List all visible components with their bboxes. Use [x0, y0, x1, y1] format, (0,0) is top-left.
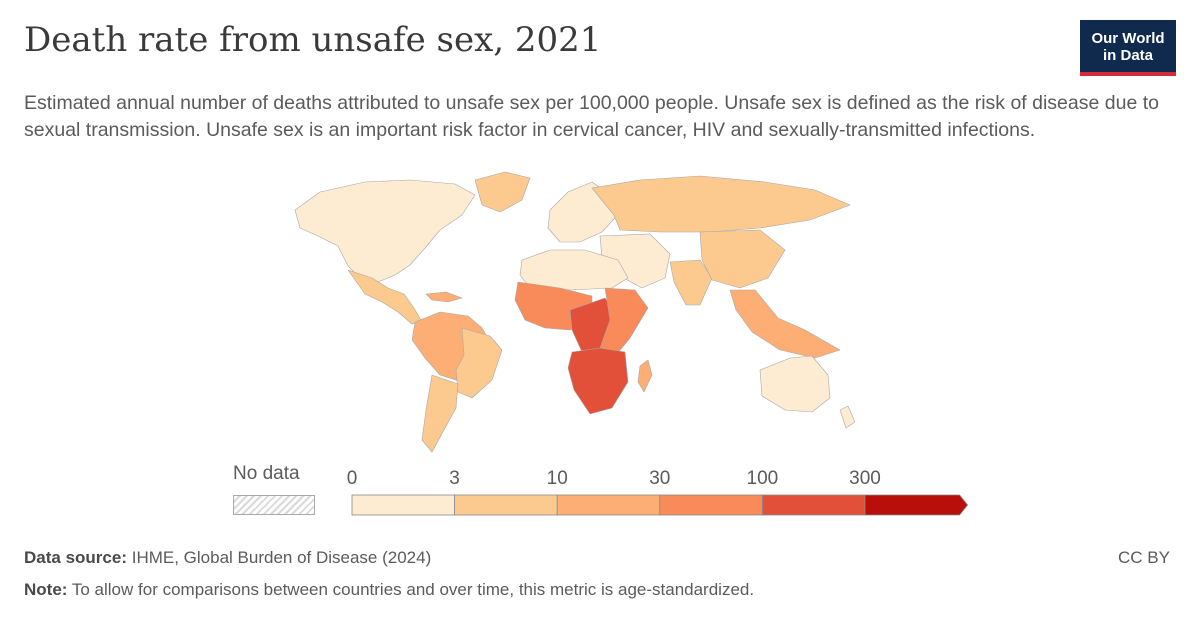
chart-subtitle: Estimated annual number of deaths attrib… [24, 92, 1159, 141]
note-label: Note: [24, 580, 68, 599]
region-east-asia[interactable] [699, 229, 786, 289]
legend-tick-label: 300 [849, 468, 881, 489]
legend-tick-label: 100 [747, 468, 779, 489]
region-southeast-asia[interactable] [729, 289, 841, 359]
legend-bin-1[interactable] [454, 494, 558, 516]
region-greenland[interactable] [474, 171, 531, 213]
chart-title: Death rate from unsafe sex, 2021 [24, 20, 602, 60]
legend-bin-3[interactable] [659, 494, 763, 516]
region-north-america[interactable] [294, 179, 476, 283]
region-new-zealand[interactable] [839, 405, 856, 429]
legend-tick-label: 30 [649, 468, 670, 489]
region-south-asia[interactable] [669, 259, 713, 306]
color-legend: 0 3 10 30 100 300 [347, 468, 969, 516]
region-north-asia[interactable] [591, 175, 851, 233]
world-map[interactable] [200, 170, 900, 455]
legend-bin-0[interactable] [351, 494, 455, 516]
data-source: Data source: IHME, Global Burden of Dise… [24, 548, 431, 568]
legend-bin-4[interactable] [761, 494, 866, 516]
logo-line-2: in Data [1102, 47, 1153, 64]
legend-bin-5[interactable] [864, 494, 969, 516]
region-east-africa[interactable] [599, 287, 649, 361]
note-text: To allow for comparisons between countri… [71, 580, 755, 599]
legend-bin-2[interactable] [556, 494, 661, 516]
region-north-africa[interactable] [519, 249, 629, 291]
region-brazil[interactable] [455, 327, 503, 399]
data-source-label: Data source: [24, 548, 127, 567]
region-caribbean[interactable] [425, 291, 463, 303]
legend-tick-label: 0 [347, 468, 358, 489]
logo-line-1: Our World [1091, 30, 1165, 47]
no-data-swatch [233, 495, 315, 515]
data-source-text[interactable]: IHME, Global Burden of Disease (2024) [131, 548, 432, 567]
license-link[interactable]: CC BY [1118, 548, 1170, 567]
owid-logo[interactable]: Our World in Data [1080, 20, 1176, 76]
legend-tick-label: 10 [547, 468, 568, 489]
no-data-label: No data [233, 463, 300, 484]
legend-tick-label: 3 [449, 468, 460, 489]
region-south-america-south[interactable] [421, 374, 459, 453]
region-europe[interactable] [547, 181, 616, 243]
note: Note: To allow for comparisons between c… [24, 580, 754, 600]
region-southern-africa[interactable] [567, 347, 629, 415]
region-australia[interactable] [759, 355, 831, 413]
region-madagascar[interactable] [637, 359, 653, 393]
